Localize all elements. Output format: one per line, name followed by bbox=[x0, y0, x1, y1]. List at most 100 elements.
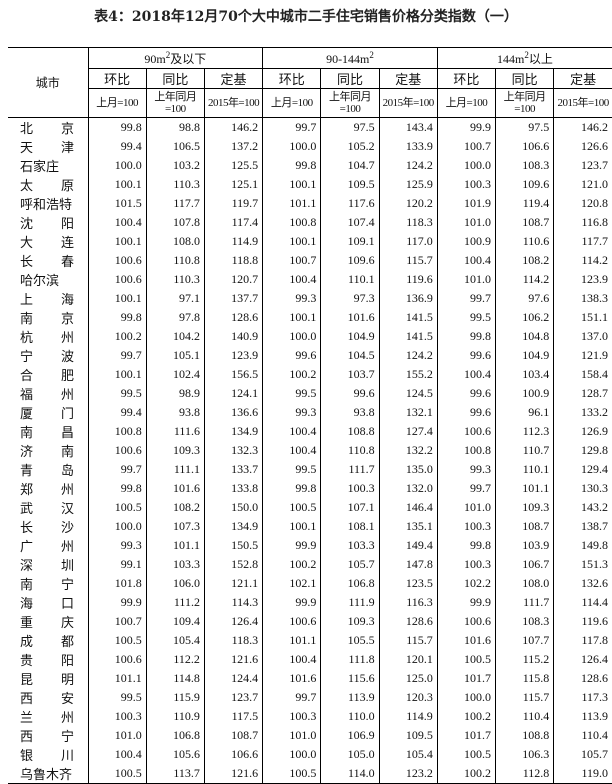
index-value: 100.6 bbox=[87, 650, 147, 669]
city-char: 波 bbox=[60, 350, 74, 365]
index-value: 99.9 bbox=[436, 593, 496, 612]
city-name-text: 上海 bbox=[20, 289, 74, 308]
city-char: 厦 bbox=[20, 407, 34, 422]
index-value: 115.9 bbox=[145, 688, 205, 707]
table-title: 表4：2018年12月70个大中城市二手住宅销售价格分类指数（一） bbox=[94, 9, 518, 25]
index-value: 111.7 bbox=[320, 460, 380, 479]
index-value: 107.3 bbox=[145, 517, 205, 536]
index-value: 158.4 bbox=[553, 365, 612, 384]
index-value: 126.6 bbox=[553, 137, 612, 156]
index-value: 104.8 bbox=[495, 327, 554, 346]
index-value: 100.4 bbox=[262, 441, 321, 460]
index-value: 115.7 bbox=[495, 688, 554, 707]
index-value: 106.7 bbox=[495, 555, 554, 574]
index-value: 109.3 bbox=[495, 498, 554, 517]
index-value: 119.0 bbox=[553, 764, 612, 784]
city-name-text: 广州 bbox=[20, 536, 74, 555]
city-name: 青岛 bbox=[8, 460, 88, 479]
index-value: 100.6 bbox=[87, 441, 147, 460]
index-value: 101.0 bbox=[262, 726, 321, 745]
index-value: 100.1 bbox=[87, 365, 147, 384]
city-char: 银 bbox=[20, 749, 34, 764]
index-value: 114.2 bbox=[553, 251, 612, 270]
city-name-text: 青岛 bbox=[20, 460, 74, 479]
table-row: 合肥 100.1 102.4 156.5 100.2 103.7 155.2 100.4 103… bbox=[8, 365, 612, 384]
index-value: 113.7 bbox=[145, 764, 205, 784]
index-value: 133.2 bbox=[553, 403, 612, 422]
index-value: 100.2 bbox=[87, 327, 147, 346]
index-value: 100.7 bbox=[436, 137, 496, 156]
city-char: 上 bbox=[20, 293, 34, 308]
table-row: 福州 99.5 98.9 124.1 99.5 99.6 124.5 99.6 100.9 128… bbox=[8, 384, 612, 403]
column-header: 定基 bbox=[553, 68, 612, 89]
index-value: 99.9 bbox=[436, 117, 496, 137]
index-value: 134.9 bbox=[203, 517, 263, 536]
city-char: 宁 bbox=[20, 350, 34, 365]
city-name: 郑州 bbox=[8, 479, 88, 498]
index-value: 120.3 bbox=[378, 688, 438, 707]
index-value: 102.4 bbox=[145, 365, 205, 384]
index-value: 125.0 bbox=[378, 669, 438, 688]
index-value: 137.2 bbox=[203, 137, 263, 156]
index-value: 100.0 bbox=[436, 688, 496, 707]
city-char: 阳 bbox=[60, 217, 74, 232]
city-name-text: 太原 bbox=[20, 175, 74, 194]
index-value: 108.2 bbox=[145, 498, 205, 517]
index-value: 110.3 bbox=[145, 270, 205, 289]
index-value: 99.6 bbox=[436, 346, 496, 365]
city-name: 海口 bbox=[8, 593, 88, 612]
city-char: 广 bbox=[20, 540, 34, 555]
city-name: 北京 bbox=[8, 118, 88, 137]
city-name: 哈尔滨 bbox=[20, 274, 60, 289]
index-value: 103.3 bbox=[145, 555, 205, 574]
index-value: 100.3 bbox=[436, 175, 496, 194]
index-value: 106.0 bbox=[145, 574, 205, 593]
city-name-text: 长春 bbox=[20, 251, 74, 270]
city-name-text: 南京 bbox=[20, 308, 74, 327]
index-value: 143.2 bbox=[553, 498, 612, 517]
index-value: 111.1 bbox=[145, 460, 205, 479]
index-value: 99.8 bbox=[87, 479, 147, 498]
city-name: 济南 bbox=[8, 441, 88, 460]
index-value: 110.4 bbox=[553, 726, 612, 745]
city-name-text: 南昌 bbox=[20, 422, 74, 441]
index-value: 99.7 bbox=[262, 688, 321, 707]
table-row: 哈尔滨 100.6 110.3 120.7 100.4 110.1 119.6 101.0 11… bbox=[8, 270, 612, 289]
index-value: 100.6 bbox=[436, 422, 496, 441]
index-value: 128.7 bbox=[553, 384, 612, 403]
index-value: 101.6 bbox=[262, 669, 321, 688]
index-value: 123.7 bbox=[203, 688, 263, 707]
index-value: 138.7 bbox=[553, 517, 612, 536]
city-name: 沈阳 bbox=[8, 213, 88, 232]
city-name-text: 济南 bbox=[20, 441, 74, 460]
city-name: 西宁 bbox=[8, 726, 88, 745]
index-value: 104.9 bbox=[495, 346, 554, 365]
index-value: 117.7 bbox=[145, 194, 205, 213]
index-value: 100.2 bbox=[436, 764, 496, 784]
city-name: 天津 bbox=[8, 137, 88, 156]
index-value: 99.5 bbox=[436, 308, 496, 327]
city-name-text: 厦门 bbox=[20, 403, 74, 422]
table-body: 北京 99.8 98.8 146.2 99.7 97.5 143.4 99.9 97.5 146.… bbox=[8, 117, 612, 784]
table-row: 宁波 99.7 105.1 123.9 99.6 104.5 124.2 99.6 104.9 1… bbox=[8, 346, 612, 365]
city-char: 南 bbox=[20, 426, 34, 441]
city-char: 南 bbox=[20, 312, 34, 327]
city-name: 呼和浩特 bbox=[20, 198, 73, 213]
city-char: 州 bbox=[60, 331, 74, 346]
city-char: 州 bbox=[60, 483, 74, 498]
index-value: 110.1 bbox=[495, 460, 554, 479]
index-value: 115.8 bbox=[495, 669, 554, 688]
city-char: 沙 bbox=[60, 521, 74, 536]
index-value: 105.4 bbox=[378, 745, 438, 764]
index-value: 99.6 bbox=[320, 384, 380, 403]
index-value: 108.3 bbox=[495, 612, 554, 631]
city-name-text: 天津 bbox=[20, 137, 74, 156]
index-value: 101.1 bbox=[87, 669, 147, 688]
index-value: 108.3 bbox=[495, 156, 554, 175]
city-name: 昆明 bbox=[8, 669, 88, 688]
index-value: 108.7 bbox=[495, 213, 554, 232]
city-char: 南 bbox=[60, 445, 74, 460]
index-value: 123.9 bbox=[553, 270, 612, 289]
city-char: 京 bbox=[60, 312, 74, 327]
index-value: 101.0 bbox=[436, 270, 496, 289]
